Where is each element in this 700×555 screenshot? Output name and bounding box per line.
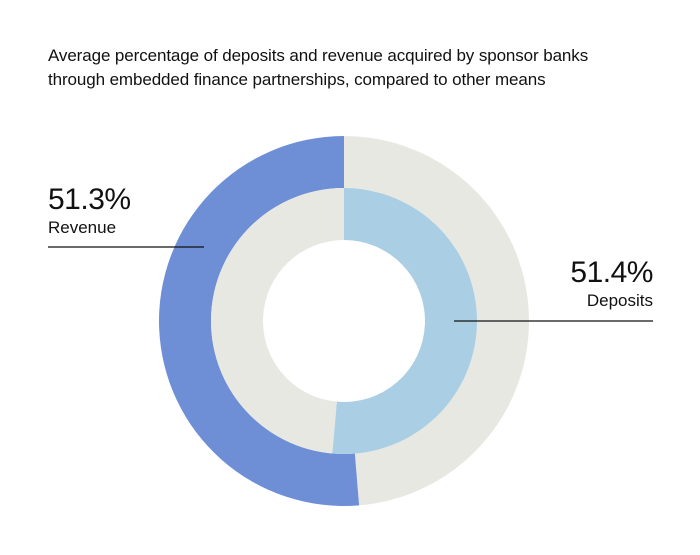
chart-title: Average percentage of deposits and reven…: [48, 44, 668, 92]
chart-title-line-1: Average percentage of deposits and reven…: [48, 46, 589, 65]
donut-rings: [159, 136, 530, 506]
revenue-remainder-segment: [344, 136, 530, 506]
deposits-series-label: Deposits: [586, 291, 653, 310]
revenue-value-segment: [159, 136, 360, 506]
revenue-value-label: 51.3%: [48, 183, 131, 216]
chart-title-line-2: through embedded finance partnerships, c…: [48, 70, 546, 89]
deposits-remainder-segment: [210, 188, 344, 454]
deposits-value-segment: [332, 188, 477, 455]
revenue-series-label: Revenue: [48, 218, 117, 237]
deposits-value-label: 51.4%: [570, 256, 653, 289]
